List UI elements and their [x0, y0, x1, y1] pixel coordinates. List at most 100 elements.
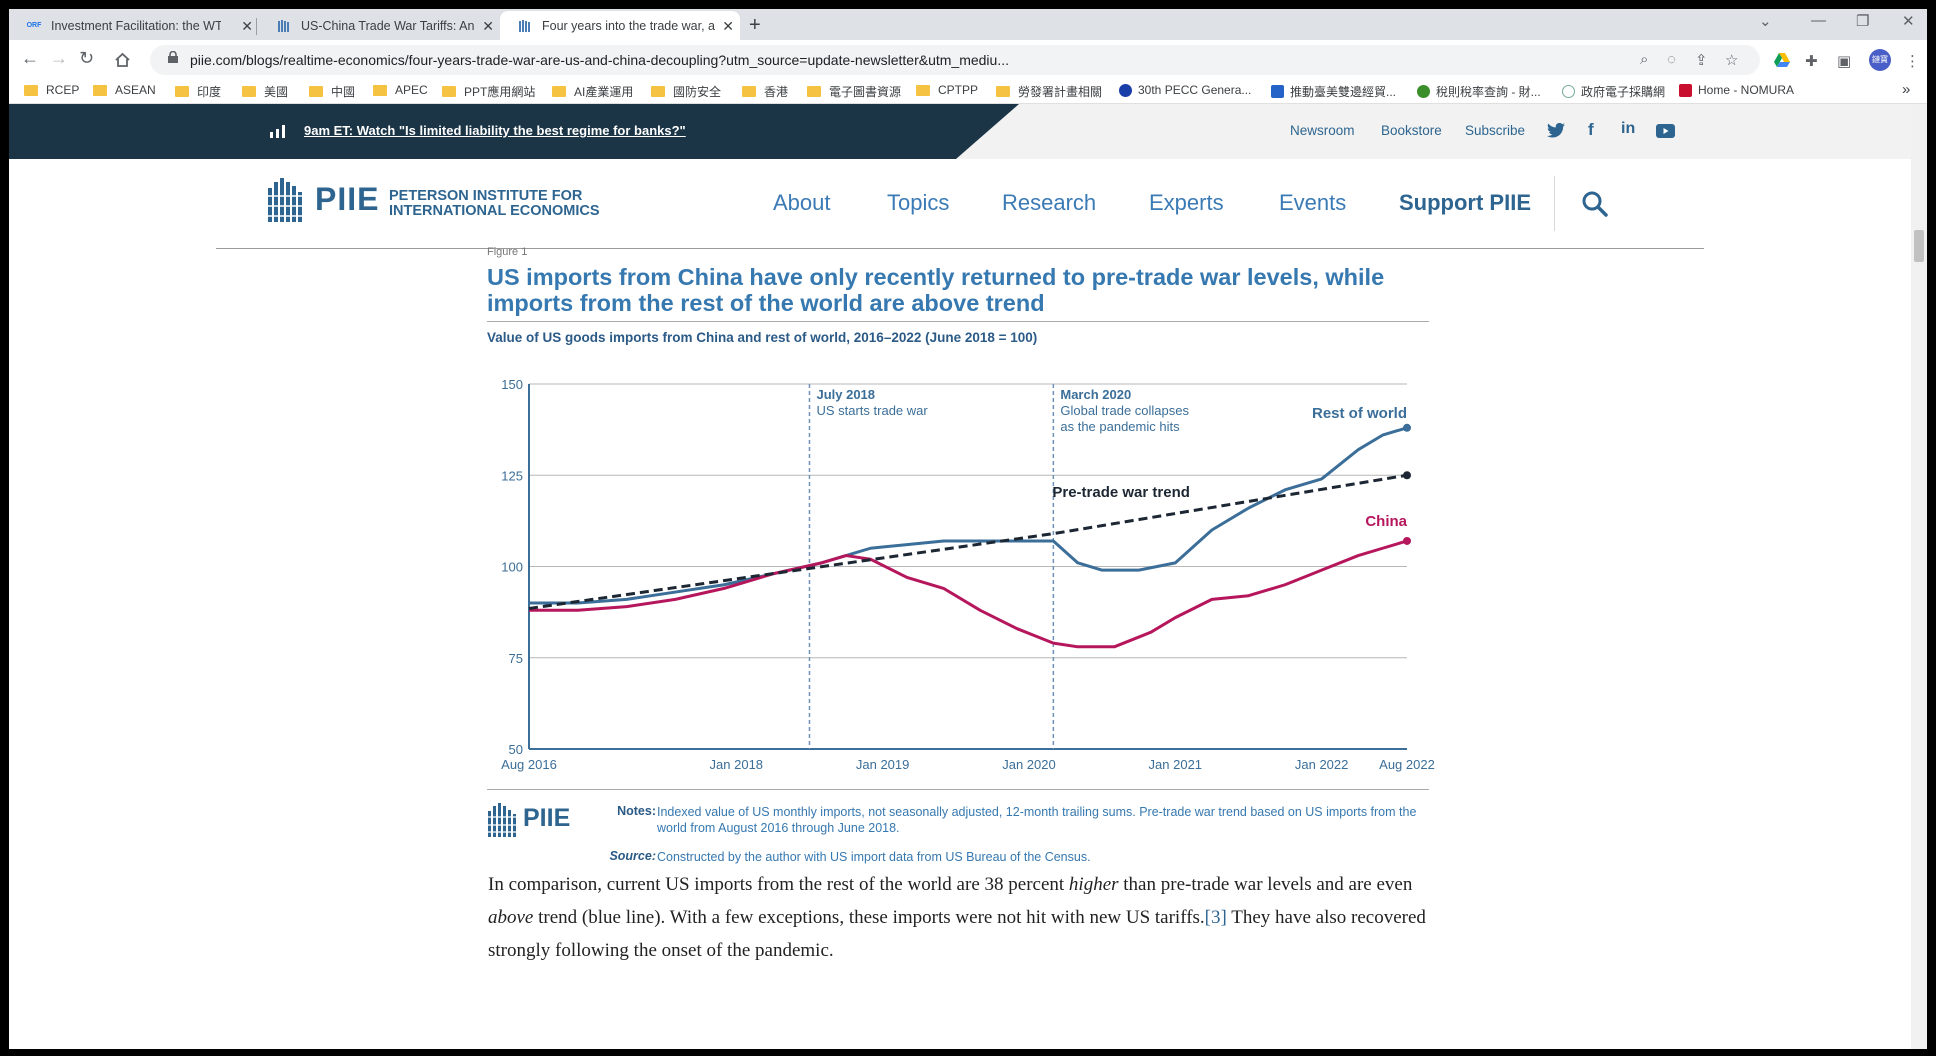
bookmark-ebooks[interactable]: 電子圖書資源 — [807, 83, 901, 100]
folder-icon — [24, 84, 38, 96]
annotation-text: as the pandemic hits — [1060, 419, 1180, 434]
newsroom-link[interactable]: Newsroom — [1290, 123, 1355, 138]
profile-avatar[interactable]: 鏈寶 — [1869, 49, 1891, 71]
bookmark-asean[interactable]: ASEAN — [93, 83, 156, 97]
nav-divider — [1554, 176, 1555, 231]
bookstore-link[interactable]: Bookstore — [1381, 123, 1442, 138]
extensions-puzzle-icon[interactable]: ✚ — [1805, 53, 1818, 70]
linkedin-icon[interactable]: in — [1621, 120, 1636, 137]
close-icon[interactable]: ✕ — [722, 18, 734, 34]
bookmark-usa[interactable]: 美國 — [242, 83, 288, 100]
bookmark-tariff[interactable]: 稅則稅率查詢 - 財... — [1417, 83, 1541, 100]
minimize-icon[interactable]: — — [1811, 12, 1826, 29]
figure-label: Figure 1 — [487, 246, 528, 258]
figure-subtitle: Value of US goods imports from China and… — [487, 330, 1038, 345]
new-tab-plus-icon[interactable]: + — [749, 14, 761, 36]
paragraph-text: trend (blue line). With a few exceptions… — [533, 907, 1205, 928]
bookmark-procurement[interactable]: 政府電子採購網 — [1562, 83, 1665, 100]
bookmark-hongkong[interactable]: 香港 — [742, 83, 788, 100]
browser-toolbar: ← → ↻ piie.com/blogs/realtime-economics/… — [9, 40, 1927, 80]
twitter-icon[interactable] — [1547, 123, 1565, 138]
folder-icon — [442, 86, 456, 97]
nav-topics[interactable]: Topics — [887, 190, 950, 215]
bookmark-ai[interactable]: AI產業運用 — [552, 83, 633, 100]
search-icon[interactable] — [1581, 190, 1609, 218]
bookmark-labor[interactable]: 勞發署計畫相關 — [996, 83, 1102, 100]
bookmark-label: 政府電子採購網 — [1581, 85, 1666, 99]
folder-icon — [175, 86, 189, 97]
bookmark-star-icon[interactable]: ☆ — [1725, 52, 1739, 69]
bookmark-ppt[interactable]: PPT應用網站 — [442, 83, 535, 100]
folder-icon — [373, 84, 387, 96]
home-icon[interactable] — [114, 52, 131, 68]
tab-title: Four years into the trade war, a — [542, 18, 716, 33]
paragraph-text: than pre-trade war levels and are even — [1118, 874, 1413, 895]
tab-investment-facilitation[interactable]: ORF Investment Facilitation: the WTO ✕ — [9, 11, 259, 40]
imports-line-chart: 50 75 100 125 150 Aug 2016 Jan 2018 Jan 2019 Jan… — [501, 377, 1435, 772]
page-scrollbar[interactable] — [1911, 104, 1927, 1049]
logo-subtitle: PETERSON INSTITUTE FOR INTERNATIONAL ECO… — [389, 189, 600, 219]
restore-icon[interactable]: ❐ — [1856, 13, 1870, 30]
bookmark-label: PPT應用網站 — [464, 85, 536, 99]
bookmark-label: 香港 — [764, 85, 789, 99]
more-bookmarks-icon[interactable]: » — [1902, 81, 1911, 98]
bookmark-pecc[interactable]: 30th PECC Genera... — [1119, 83, 1251, 97]
logo-wordmark[interactable]: PIIE — [315, 181, 380, 217]
x-tick-label: Jan 2018 — [710, 757, 764, 772]
bookmark-apec[interactable]: APEC — [373, 83, 428, 97]
notes-text: Indexed value of US monthly imports, not… — [657, 805, 1417, 835]
browser-window: ORF Investment Facilitation: the WTO ✕ U… — [9, 9, 1927, 1049]
side-panel-icon[interactable]: ▣ — [1837, 53, 1852, 70]
scrollbar-thumb[interactable] — [1914, 230, 1924, 262]
facebook-icon[interactable]: f — [1588, 120, 1594, 139]
alert-banner — [9, 104, 1019, 159]
close-icon[interactable]: ✕ — [241, 18, 253, 34]
series-line-pre-trade-war-trend — [528, 473, 1408, 610]
annotation-title: July 2018 — [816, 387, 875, 402]
youtube-icon[interactable] — [1656, 124, 1675, 138]
orf-favicon-icon: ORF — [26, 22, 42, 29]
nav-events[interactable]: Events — [1279, 190, 1347, 215]
reload-icon[interactable]: ↻ — [79, 48, 95, 68]
google-drive-icon[interactable] — [1774, 53, 1790, 67]
paragraph-text: In comparison, current US imports from t… — [488, 874, 1069, 895]
bookmark-cptpp[interactable]: CPTPP — [916, 83, 978, 97]
tab-title: US-China Trade War Tariffs: An — [301, 18, 475, 33]
bookmark-trade-econ[interactable]: 推動臺美雙邊經貿... — [1271, 83, 1396, 100]
back-arrow-icon[interactable]: ← — [21, 48, 39, 68]
more-menu-icon[interactable]: ⋮ — [1905, 53, 1920, 70]
piie-logo-icon[interactable] — [266, 176, 306, 224]
tab-four-years-trade-war[interactable]: Four years into the trade war, a ✕ — [500, 11, 740, 40]
footnote-link[interactable]: [3] — [1204, 907, 1227, 928]
subscribe-link[interactable]: Subscribe — [1465, 123, 1526, 138]
annotation-text: Global trade collapses — [1060, 403, 1189, 418]
address-bar[interactable]: piie.com/blogs/realtime-economics/four-y… — [150, 45, 1760, 75]
tab-us-china-tariffs[interactable]: US-China Trade War Tariffs: An ✕ — [259, 11, 500, 40]
bar-chart-icon — [270, 125, 285, 138]
nav-research[interactable]: Research — [1002, 190, 1097, 215]
piie-favicon-icon — [519, 19, 530, 32]
folder-icon — [552, 86, 566, 97]
bookmark-india[interactable]: 印度 — [175, 83, 221, 100]
nav-about[interactable]: About — [773, 190, 831, 215]
eye-slash-icon[interactable]: ◌ — [1667, 51, 1676, 68]
nav-experts[interactable]: Experts — [1149, 190, 1224, 215]
share-icon[interactable]: ⇪ — [1695, 52, 1708, 69]
nav-support-piie[interactable]: Support PIIE — [1399, 190, 1531, 215]
bookmark-defense[interactable]: 國防安全 — [651, 83, 721, 100]
close-icon[interactable]: ✕ — [482, 18, 494, 34]
bookmark-nomura[interactable]: Home - NOMURA — [1679, 83, 1794, 97]
close-window-icon[interactable]: ✕ — [1902, 13, 1915, 30]
forward-arrow-icon[interactable]: → — [50, 48, 68, 68]
series-label-pre-trade-war-trend: Pre-trade war trend — [1052, 484, 1190, 501]
bookmark-china[interactable]: 中國 — [309, 83, 355, 100]
notes-label: Notes: — [617, 804, 656, 818]
zoom-icon[interactable]: ⌕ — [1640, 51, 1649, 68]
bookmark-rcep[interactable]: RCEP — [24, 83, 79, 97]
alert-link[interactable]: 9am ET: Watch "Is limited liability the … — [304, 123, 686, 138]
nomura-icon — [1679, 83, 1692, 97]
tab-search-chevron-icon[interactable]: ⌄ — [1759, 13, 1772, 30]
bookmark-label: 美國 — [264, 85, 289, 99]
lock-icon — [168, 51, 178, 63]
